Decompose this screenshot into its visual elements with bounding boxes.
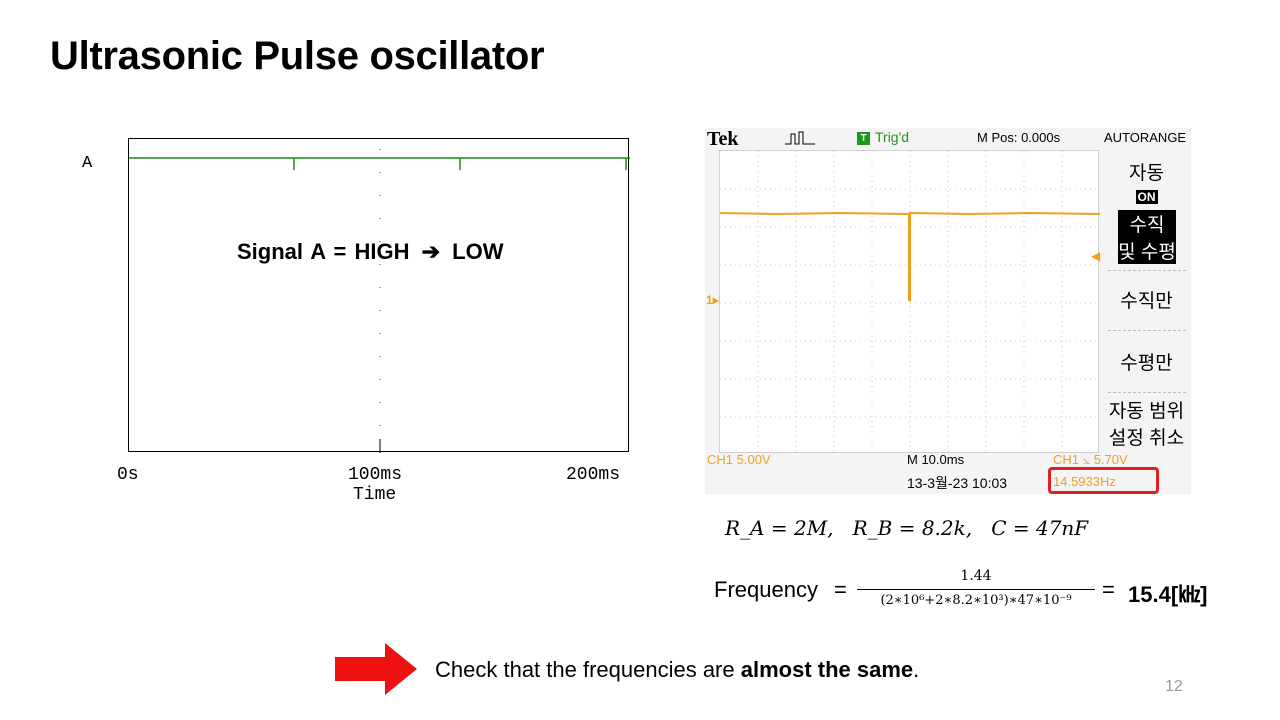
time-scale: M 10.0ms <box>907 452 965 467</box>
scope-mode: AUTORANGE <box>1104 130 1187 145</box>
fraction-denominator: (2∗10⁶+2∗8.2∗10³)∗47∗10⁻⁹ <box>880 593 1072 608</box>
annotation-prefix: Signal A = <box>237 239 347 264</box>
simulation-plot <box>128 138 630 453</box>
annotation-to: LOW <box>452 239 504 264</box>
right-arrow-icon: ➔ <box>421 239 441 264</box>
ch1-ground-marker: 1▸ <box>706 293 719 307</box>
menu-cancel-autorange: 자동 범위 설정 취소 <box>1108 401 1185 449</box>
oscilloscope-screenshot: Tek T Trig'd M Pos: 0.000s AUTORANGE ▼ 1… <box>705 128 1191 494</box>
ch1-scale: CH1 5.00V <box>707 452 771 467</box>
scope-datetime: 13-3월-23 10:03 <box>907 475 1008 491</box>
trigger-badge: T <box>857 132 870 145</box>
simulation-plot-canvas <box>129 149 630 453</box>
menu-vert-horiz: 수직 및 수평 <box>1118 210 1176 264</box>
equals-sign: = <box>1102 577 1115 602</box>
m-position: M Pos: 0.000s <box>977 130 1061 145</box>
menu-vertical-only: 수직만 <box>1120 291 1173 312</box>
x-tick-0: 0s <box>117 465 139 485</box>
scope-side-menu: 자동 ON 수직 및 수평 수직만 수평만 자동 범위 설정 취소 <box>1102 150 1191 453</box>
scope-top-bar: Tek T Trig'd M Pos: 0.000s AUTORANGE <box>705 128 1191 150</box>
annotation-from: HIGH <box>354 239 410 264</box>
trigger-level-icon: ◀ <box>1091 249 1101 263</box>
red-arrow-icon <box>335 643 417 695</box>
frequency-highlight-box <box>1048 467 1159 494</box>
slide-title: Ultrasonic Pulse oscillator <box>50 34 545 78</box>
acquisition-pulse-icon <box>785 131 815 145</box>
note-emphasis: almost the same <box>740 657 914 682</box>
equals-sign: = <box>834 577 847 602</box>
x-tick-100ms: 100ms <box>348 465 403 485</box>
fraction-numerator: 1.44 <box>960 568 992 584</box>
conclusion-note: Check that the frequencies are almost th… <box>435 657 920 682</box>
scope-status-row-2: 13-3월-23 10:03 14.5933Hz <box>705 472 1191 492</box>
signal-annotation: Signal A = HIGH ➔ LOW <box>237 239 503 265</box>
menu-horizontal-only: 수평만 <box>1120 353 1173 374</box>
page-number: 12 <box>1165 678 1183 695</box>
frequency-readout: 14.5933Hz <box>1053 474 1116 489</box>
menu-separator <box>1108 270 1186 271</box>
scope-graticule <box>719 150 1101 454</box>
menu-separator <box>1108 392 1186 393</box>
fraction-bar <box>857 589 1095 590</box>
menu-auto: 자동 ON <box>1129 163 1164 204</box>
auto-on-badge: ON <box>1135 190 1158 204</box>
scope-brand: Tek <box>707 128 739 150</box>
trigger-level: CH1 ⦣ 5.70V <box>1053 452 1128 467</box>
component-values: R_A = 2M, R_B = 8.2k, C = 47nF <box>725 516 1089 540</box>
frequency-fraction: 1.44 (2∗10⁶+2∗8.2∗10³)∗47∗10⁻⁹ <box>857 568 1095 608</box>
x-tick-200ms: 200ms <box>566 465 621 485</box>
signal-name-label: A <box>82 154 93 173</box>
scope-status-row-1: CH1 5.00V M 10.0ms CH1 ⦣ 5.70V <box>705 452 1191 470</box>
frequency-result: 15.4[㎑] <box>1128 582 1208 607</box>
scope-waveform-canvas <box>719 151 1101 454</box>
menu-separator <box>1108 330 1186 331</box>
ch1-trace <box>719 211 1101 301</box>
trigger-status: Trig'd <box>875 129 910 145</box>
frequency-label: Frequency <box>714 577 818 602</box>
x-axis-label: Time <box>353 485 397 505</box>
